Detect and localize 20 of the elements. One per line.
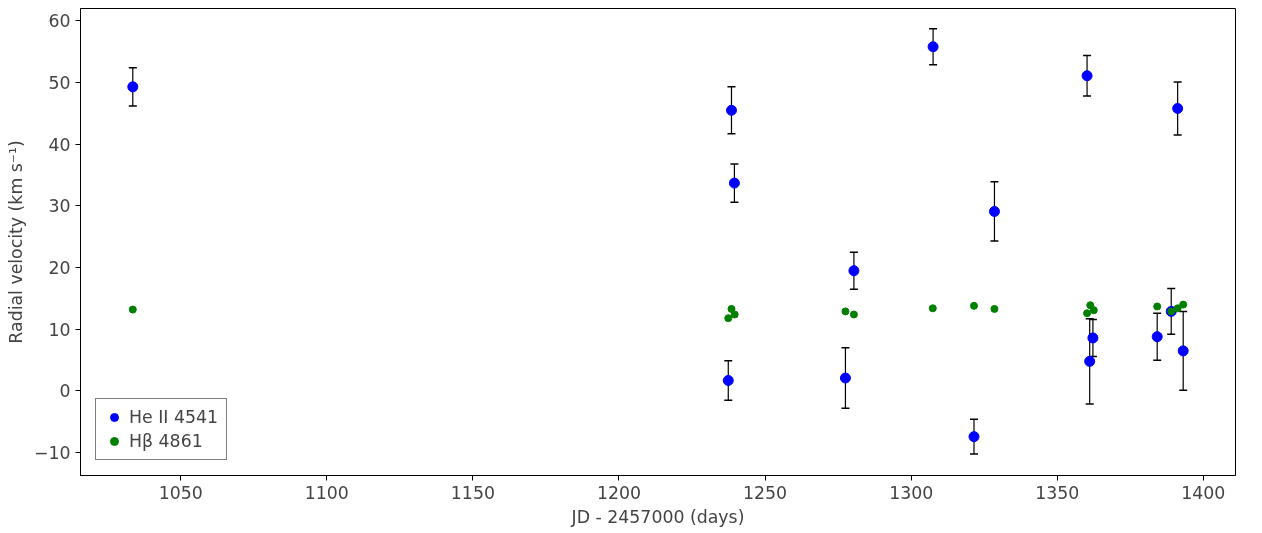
x-axis-title: JD - 2457000 (days) [570,506,745,527]
x-tick-label: 1100 [304,482,349,503]
legend-label: He II 4541 [129,407,219,427]
y-tick-label: 20 [48,258,71,279]
x-tick-label: 1350 [1035,482,1080,503]
y-tick-label: 60 [48,11,71,32]
y-tick-label: 40 [48,134,71,155]
y-tick-label: 50 [48,73,71,94]
y-tick-label: 0 [59,381,71,402]
x-tick-label: 1250 [743,482,788,503]
y-tick-label: 10 [48,319,71,340]
x-tick-label: 1400 [1181,482,1226,503]
y-tick-label: 30 [48,196,71,217]
x-tick-label: 1050 [158,482,203,503]
legend-label: Hβ 4861 [129,431,203,451]
y-tick-label: −10 [33,443,71,464]
x-tick-label: 1150 [450,482,495,503]
x-tick-label: 1300 [889,482,934,503]
x-tick-label: 1200 [596,482,642,503]
y-axis-title: Radial velocity (km s⁻¹) [5,140,26,344]
